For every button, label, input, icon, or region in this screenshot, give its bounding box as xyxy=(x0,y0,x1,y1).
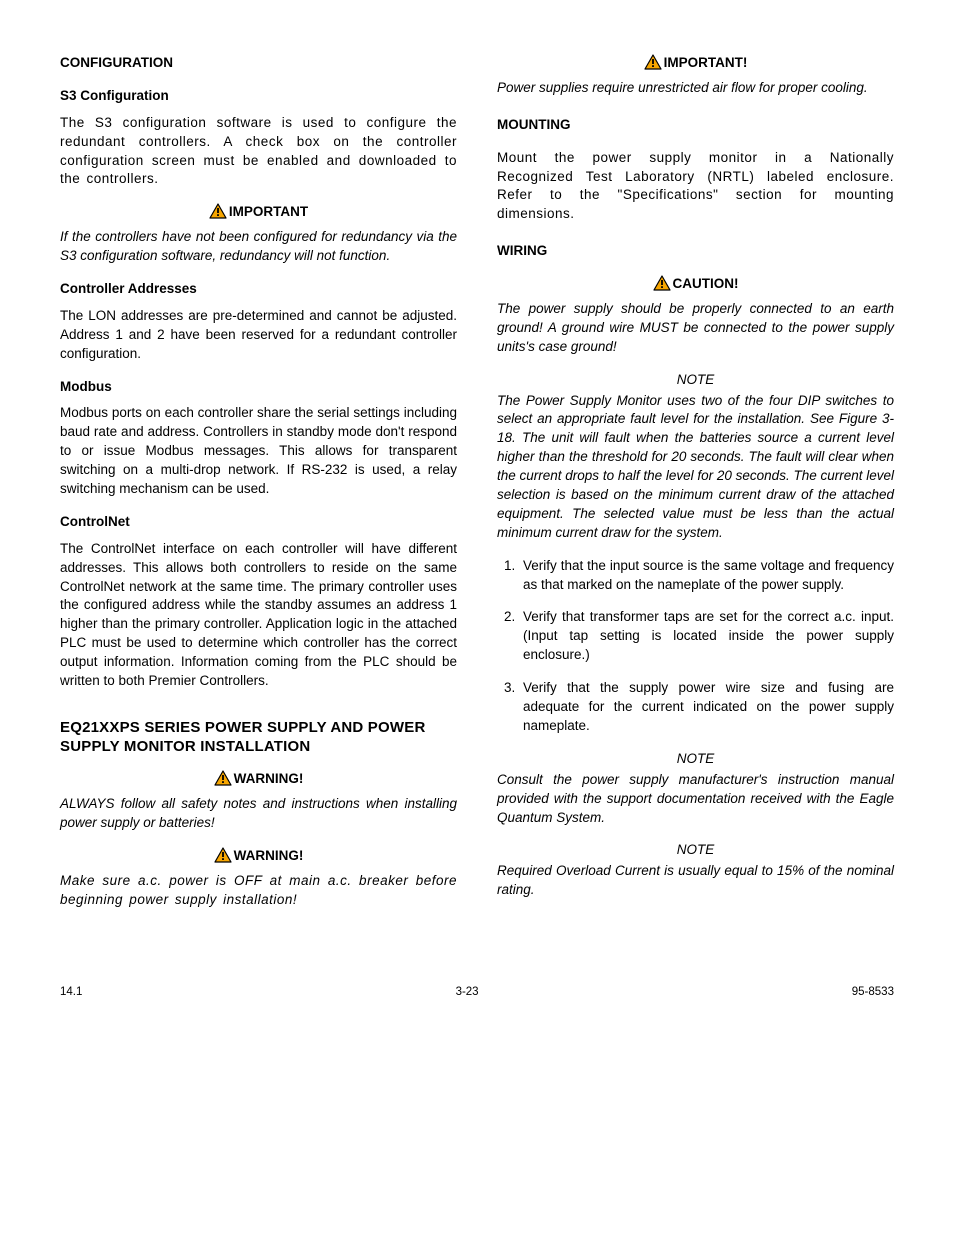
important-text: If the controllers have not been configu… xyxy=(60,228,457,266)
note-heading: NOTE xyxy=(497,841,894,860)
caution-callout: CAUTION! xyxy=(497,275,894,294)
note1-text: The Power Supply Monitor uses two of the… xyxy=(497,392,894,543)
note-heading: NOTE xyxy=(497,750,894,769)
list-item: Verify that the input source is the same… xyxy=(519,557,894,595)
caution-label: CAUTION! xyxy=(673,276,739,291)
caution-text: The power supply should be properly conn… xyxy=(497,300,894,357)
warning-label: WARNING! xyxy=(234,771,304,786)
controlnet-paragraph: The ControlNet interface on each control… xyxy=(60,540,457,691)
page-columns: CONFIGURATION S3 Configuration The S3 co… xyxy=(60,54,894,924)
important-label: IMPORTANT! xyxy=(664,55,748,70)
modbus-heading: Modbus xyxy=(60,378,457,397)
controller-addresses-paragraph: The LON addresses are pre-determined and… xyxy=(60,307,457,364)
list-item: Verify that the supply power wire size a… xyxy=(519,679,894,736)
mounting-heading: MOUNTING xyxy=(497,116,894,135)
warning-icon xyxy=(644,54,662,70)
s3-paragraph: The S3 configuration software is used to… xyxy=(60,114,457,190)
right-column: IMPORTANT! Power supplies require unrest… xyxy=(497,54,894,924)
footer-center: 3-23 xyxy=(456,984,479,1000)
warning-icon xyxy=(653,275,671,291)
warning1-text: ALWAYS follow all safety notes and instr… xyxy=(60,795,457,833)
controlnet-heading: ControlNet xyxy=(60,513,457,532)
warning1-callout: WARNING! xyxy=(60,770,457,789)
footer-left: 14.1 xyxy=(60,984,82,1000)
warning2-callout: WARNING! xyxy=(60,847,457,866)
controller-addresses-heading: Controller Addresses xyxy=(60,280,457,299)
eq-series-title: EQ21XXPS SERIES POWER SUPPLY AND POWER S… xyxy=(60,719,457,757)
configuration-heading: CONFIGURATION xyxy=(60,54,457,73)
important-text: Power supplies require unrestricted air … xyxy=(497,79,894,98)
mounting-paragraph: Mount the power supply monitor in a Nati… xyxy=(497,149,894,225)
important-callout: IMPORTANT! xyxy=(497,54,894,73)
wiring-steps: Verify that the input source is the same… xyxy=(497,557,894,736)
warning2-text: Make sure a.c. power is OFF at main a.c.… xyxy=(60,872,457,910)
list-item: Verify that transformer taps are set for… xyxy=(519,608,894,665)
warning-label: WARNING! xyxy=(234,848,304,863)
wiring-heading: WIRING xyxy=(497,242,894,261)
left-column: CONFIGURATION S3 Configuration The S3 co… xyxy=(60,54,457,924)
page-footer: 14.1 3-23 95-8533 xyxy=(60,984,894,1000)
important-label: IMPORTANT xyxy=(229,204,308,219)
note3-text: Required Overload Current is usually equ… xyxy=(497,862,894,900)
modbus-paragraph: Modbus ports on each controller share th… xyxy=(60,404,457,498)
warning-icon xyxy=(209,203,227,219)
warning-icon xyxy=(214,770,232,786)
warning-icon xyxy=(214,847,232,863)
note2-text: Consult the power supply manufacturer's … xyxy=(497,771,894,828)
note-heading: NOTE xyxy=(497,371,894,390)
s3-heading: S3 Configuration xyxy=(60,87,457,106)
important-callout: IMPORTANT xyxy=(60,203,457,222)
footer-right: 95-8533 xyxy=(852,984,894,1000)
